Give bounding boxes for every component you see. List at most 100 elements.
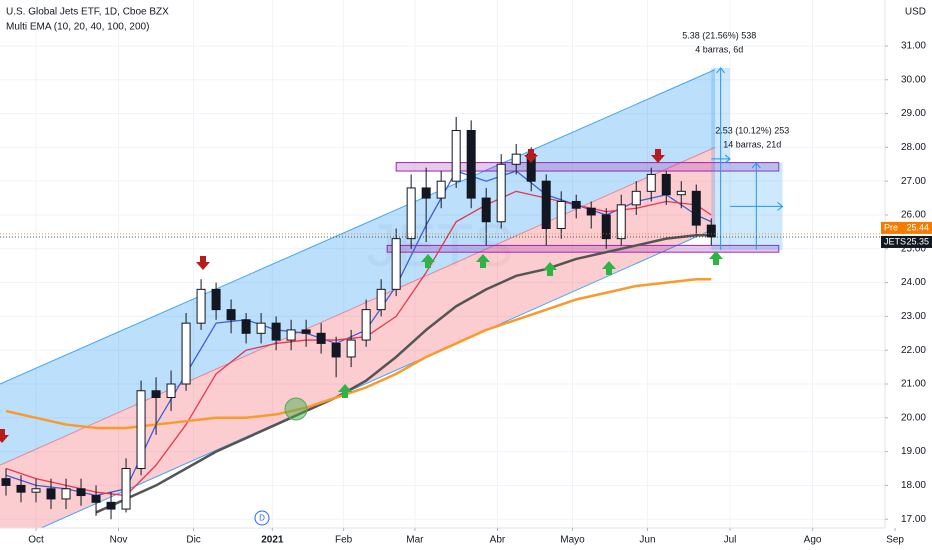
candle-body (1, 478, 11, 486)
y-tick-label: 25.00 (901, 243, 926, 254)
measure-sublabel: 4 barras, 6d (695, 44, 743, 54)
candle-body (316, 332, 326, 344)
x-tick-label: Nov (110, 535, 128, 546)
candle-body (511, 153, 521, 165)
chart-title: U.S. Global Jets ETF, 1D, Cboe BZX (6, 7, 169, 18)
candle-body (61, 488, 71, 500)
measure-label: 5.38 (21.56%) 538 (682, 30, 756, 40)
candle-body (556, 200, 566, 230)
x-tick-label: Feb (335, 535, 353, 546)
candle-body (391, 238, 401, 290)
plot: JETS (0, 0, 885, 528)
x-tick-label: Sep (886, 535, 904, 546)
candle-body (406, 187, 416, 240)
candle-body (496, 163, 506, 223)
sell-arrow (651, 149, 665, 163)
candle-body (421, 187, 431, 199)
y-tick-label: 19.00 (901, 446, 926, 457)
measure-arrow-head (777, 201, 784, 211)
price-label-value: 25.35 (906, 236, 929, 246)
currency: USD (905, 7, 926, 18)
x-tick-label: Mayo (560, 535, 585, 546)
time-axis (0, 528, 885, 550)
candle-body (661, 173, 671, 196)
zone (386, 244, 780, 253)
y-tick-label: 26.00 (901, 210, 926, 221)
indicator-name: Multi EMA (10, 20, 40, 100, 200) (6, 22, 149, 33)
candle-body (211, 288, 221, 311)
candle-body (271, 322, 281, 341)
measure-sublabel: 14 barras, 21d (723, 139, 781, 149)
x-tick-label: Jul (724, 535, 737, 546)
y-tick-label: 22.00 (901, 345, 926, 356)
y-tick-label: 18.00 (901, 480, 926, 491)
candle-body (181, 322, 191, 385)
buy-arrow (543, 262, 557, 276)
candle-body (76, 488, 86, 497)
measure-arrow-head (724, 154, 731, 164)
candle-body (91, 495, 101, 503)
channel-line (39, 228, 716, 528)
y-tick-label: 28.00 (901, 142, 926, 153)
candle-body (241, 319, 251, 334)
dividend-label: D (259, 514, 265, 523)
candle-body (256, 322, 266, 334)
price-label-name: JETS (884, 236, 906, 246)
y-tick-label: 17.00 (901, 514, 926, 525)
ema-line (95, 234, 712, 514)
price-label-value: 25.44 (906, 222, 929, 232)
candle-body (481, 197, 491, 223)
candle-body (376, 288, 386, 311)
buy-arrow (709, 251, 723, 265)
y-tick-label: 23.00 (901, 311, 926, 322)
candle-body (616, 204, 626, 240)
x-tick-label: Ago (804, 535, 822, 546)
candle-body (451, 129, 461, 182)
candle-body (646, 173, 656, 192)
candle-body (286, 329, 296, 341)
candle-body (676, 190, 686, 196)
x-tick-label: Mar (406, 535, 424, 546)
candle-body (436, 180, 446, 199)
candle-body (196, 288, 206, 324)
sell-arrow (196, 256, 210, 270)
y-tick-label: 31.00 (901, 41, 926, 52)
buy-arrow (476, 254, 490, 268)
price-label-box (881, 221, 932, 234)
candle-body (106, 501, 116, 510)
candle-body (706, 224, 716, 238)
candle-body (31, 488, 41, 493)
x-tick-label: Dic (186, 535, 200, 546)
sell-arrow (0, 429, 9, 443)
buy-arrow (338, 384, 352, 398)
candle-body (586, 207, 596, 216)
x-tick-label: Oct (28, 535, 44, 546)
price-label-box (881, 235, 932, 248)
measure-label: 2.53 (10.12%) 253 (715, 125, 789, 135)
zone (395, 162, 780, 172)
buy-arrow (421, 254, 435, 268)
buy-arrow (602, 261, 616, 275)
candle-body (151, 390, 161, 399)
channel-upper-band (0, 69, 716, 466)
ema-line (5, 277, 712, 430)
candle-body (691, 190, 701, 226)
candle-body (16, 484, 26, 493)
candle-body (541, 180, 551, 230)
y-tick-label: 21.00 (901, 379, 926, 390)
candle-body (226, 309, 236, 321)
candle-body (346, 339, 356, 358)
y-tick-label: 27.00 (901, 176, 926, 187)
candle-body (631, 190, 641, 206)
measure-arrow-head (751, 162, 761, 169)
measure-arrow-head (716, 67, 726, 74)
cross-marker (284, 397, 308, 421)
y-tick-label: 20.00 (901, 412, 926, 423)
x-tick-label: Abr (490, 535, 506, 546)
y-tick-label: 24.00 (901, 277, 926, 288)
sell-arrow (524, 149, 538, 163)
dividend-circle (254, 510, 270, 526)
